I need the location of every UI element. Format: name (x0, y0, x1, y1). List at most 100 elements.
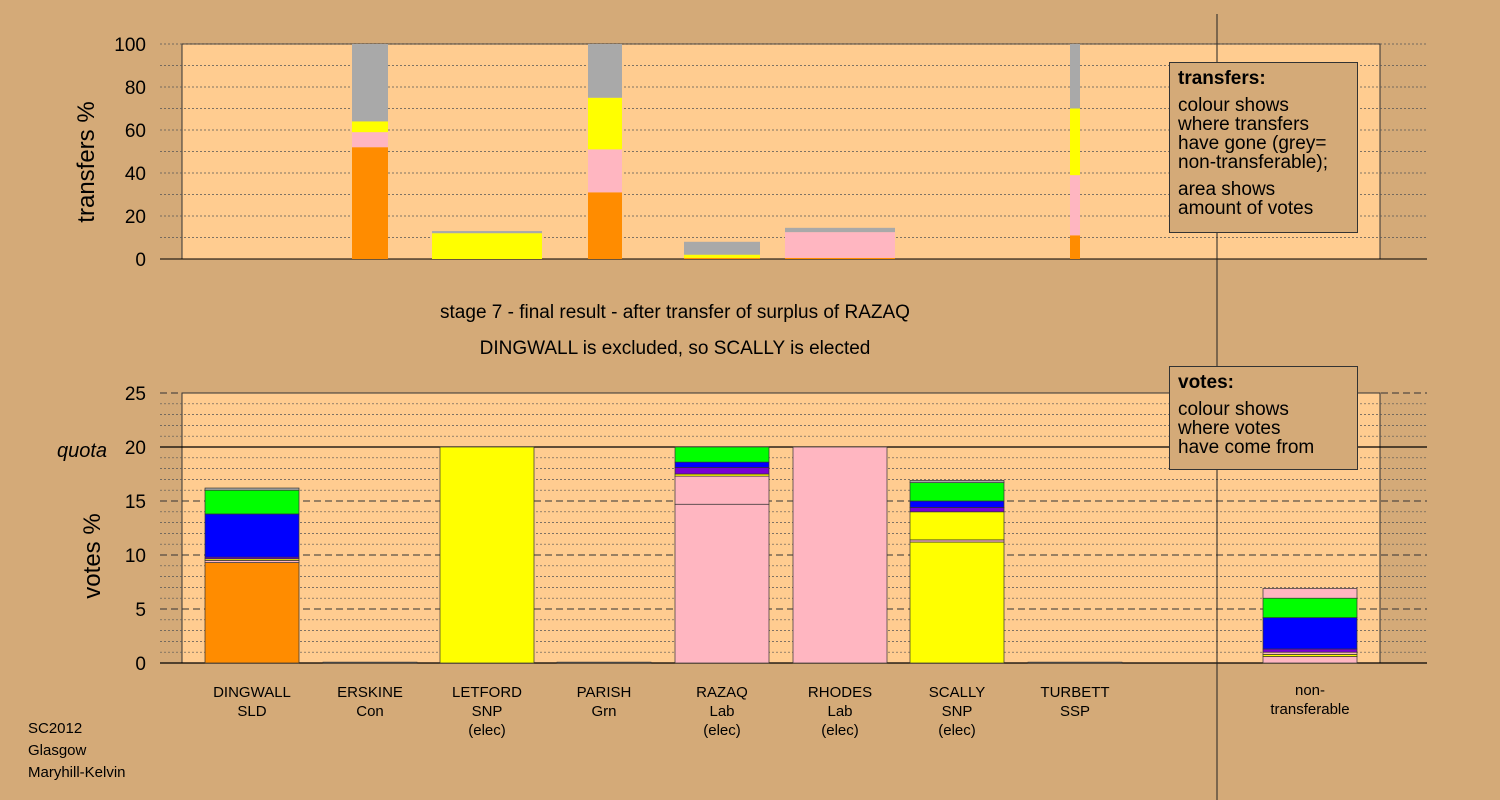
transfer-segment (684, 254, 760, 258)
vote-segment (792, 446, 888, 664)
candidate-label: DINGWALL (213, 684, 291, 701)
votes-bars (204, 446, 1358, 664)
transfer-segment (1070, 108, 1080, 176)
vote-segment (674, 461, 770, 468)
vote-segment (204, 487, 300, 491)
candidate-label: (elec) (821, 722, 859, 739)
transfer-segment (1070, 235, 1080, 259)
transfer-segment (588, 192, 622, 259)
votes-legend-title: votes: (1178, 372, 1234, 393)
transfer-segment (432, 231, 542, 234)
footer-council: Glasgow (28, 742, 87, 759)
vote-segment (909, 541, 1005, 664)
vote-segment (909, 507, 1005, 513)
vote-segment (674, 446, 770, 463)
transfers-y-axis: 0 20 40 60 80 100 (114, 35, 146, 271)
vote-segment (909, 511, 1005, 541)
vote-segment (1262, 656, 1358, 664)
vote-segment (674, 475, 770, 505)
transfers-tick-label: 100 (114, 35, 146, 56)
votes-legend-line: have come from (1178, 437, 1315, 458)
transfers-legend-line: have gone (grey= (1178, 133, 1327, 154)
transfer-segment (352, 132, 388, 148)
candidate-labels: DINGWALL SLD ERSKINE Con LETFORD SNP (elec) PAR… (213, 682, 1350, 739)
candidate-label: (elec) (468, 722, 506, 739)
vote-segment (1262, 597, 1358, 618)
candidate-label: ERSKINE (337, 684, 403, 701)
candidate-label: SSP (1060, 703, 1090, 720)
vote-segment (204, 489, 300, 515)
vote-segment (909, 480, 1005, 483)
vote-segment (556, 661, 652, 664)
candidate-label: PARISH (577, 684, 632, 701)
transfer-segment (684, 241, 760, 255)
transfer-segment (785, 257, 895, 259)
nontransferable-label: transferable (1270, 701, 1349, 718)
transfer-segment (588, 97, 622, 150)
transfer-segment (785, 227, 895, 233)
votes-tick-label: 5 (135, 600, 146, 621)
nontransferable-label: non- (1295, 682, 1325, 699)
votes-tick-label: 15 (125, 492, 146, 513)
transfer-segment (588, 44, 622, 98)
vote-segment (322, 661, 418, 664)
votes-tick-label: 20 (125, 438, 146, 459)
transfer-segment (785, 232, 895, 258)
vote-segment (1262, 617, 1358, 650)
transfer-segment (352, 147, 388, 259)
transfer-segment (432, 233, 542, 259)
vote-segment (674, 467, 770, 475)
vote-segment (909, 482, 1005, 502)
transfer-segment (1070, 44, 1080, 109)
transfers-legend: transfers: colour shows where transfers … (1169, 62, 1358, 233)
candidate-label: (elec) (703, 722, 741, 739)
footer-ward: Maryhill-Kelvin (28, 764, 126, 781)
transfer-segment (588, 149, 622, 193)
stage-title: stage 7 - final result - after transfer … (440, 302, 910, 323)
candidate-label: Lab (827, 703, 852, 720)
votes-y-label: votes % (79, 513, 106, 598)
transfers-y-label: transfers % (73, 101, 100, 222)
quota-label: quota (57, 440, 107, 462)
vote-segment (1262, 588, 1358, 599)
transfer-segment (352, 44, 388, 122)
transfers-tick-label: 60 (125, 121, 146, 142)
candidate-label: Grn (591, 703, 616, 720)
transfers-bars (352, 44, 1080, 259)
transfer-segment (684, 257, 760, 259)
votes-tick-label: 25 (125, 384, 146, 405)
transfer-segment (352, 121, 388, 133)
votes-tick-label: 0 (135, 654, 146, 675)
transfers-legend-title: transfers: (1178, 68, 1266, 89)
footer: SC2012 Glasgow Maryhill-Kelvin (28, 718, 126, 784)
votes-y-axis: 0 5 10 15 20 25 (125, 384, 146, 675)
transfers-legend-line: where transfers (1178, 114, 1309, 135)
transfers-legend-line: area shows (1178, 179, 1276, 200)
transfers-tick-label: 80 (125, 78, 146, 99)
vote-segment (909, 500, 1005, 508)
vote-segment (1027, 661, 1123, 664)
votes-tick-label: 10 (125, 546, 146, 567)
transfers-tick-label: 0 (135, 250, 146, 271)
transfers-tick-label: 40 (125, 164, 146, 185)
candidate-label: SNP (942, 703, 973, 720)
vote-segment (204, 562, 300, 664)
candidate-label: RHODES (808, 684, 872, 701)
candidate-label: Con (356, 703, 384, 720)
transfers-tick-label: 20 (125, 207, 146, 228)
candidate-label: SLD (237, 703, 266, 720)
candidate-label: SCALLY (929, 684, 985, 701)
vote-segment (674, 503, 770, 664)
candidate-label: SNP (472, 703, 503, 720)
transfers-legend-line: amount of votes (1178, 198, 1314, 219)
votes-legend-line: colour shows (1178, 399, 1289, 420)
footer-election: SC2012 (28, 720, 83, 737)
candidate-label: Lab (709, 703, 734, 720)
transfers-legend-line: colour shows (1178, 95, 1289, 116)
candidate-label: RAZAQ (696, 684, 748, 701)
votes-legend: votes: colour shows where votes have com… (1169, 366, 1358, 470)
stage-subtitle: DINGWALL is excluded, so SCALLY is elect… (480, 338, 871, 359)
vote-segment (439, 446, 535, 664)
vote-segment (204, 513, 300, 558)
transfer-segment (1070, 175, 1080, 236)
